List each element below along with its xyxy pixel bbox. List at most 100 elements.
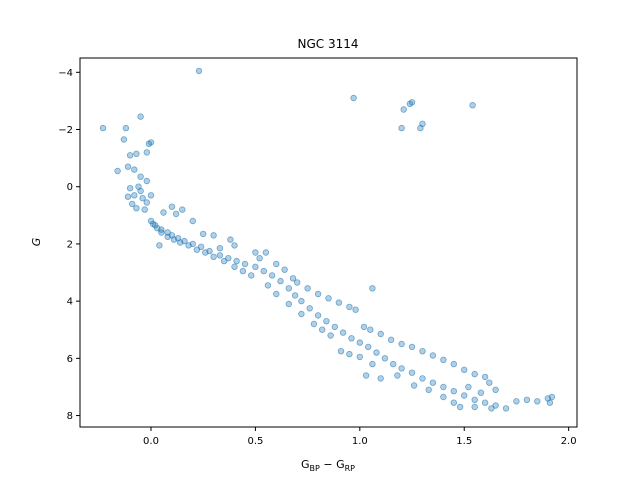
data-point bbox=[304, 285, 311, 292]
data-point bbox=[492, 386, 499, 393]
data-point bbox=[352, 306, 359, 313]
data-point bbox=[362, 372, 370, 379]
data-point bbox=[471, 403, 478, 411]
data-point bbox=[277, 277, 284, 285]
data-point bbox=[156, 242, 163, 249]
data-point bbox=[216, 244, 224, 252]
data-point bbox=[154, 224, 161, 232]
data-point bbox=[147, 139, 155, 146]
data-point bbox=[419, 375, 426, 382]
data-point bbox=[369, 360, 376, 368]
data-point bbox=[546, 399, 554, 406]
data-point bbox=[471, 396, 478, 403]
data-point bbox=[133, 150, 140, 157]
data-point bbox=[450, 388, 457, 395]
data-point bbox=[164, 233, 171, 240]
data-point bbox=[262, 249, 270, 256]
data-point bbox=[120, 136, 128, 143]
data-point bbox=[337, 348, 345, 355]
x-tick-label: 1.0 bbox=[352, 436, 368, 447]
data-point bbox=[233, 257, 240, 265]
data-point bbox=[131, 192, 138, 199]
data-point bbox=[179, 206, 186, 213]
data-point bbox=[471, 370, 478, 378]
data-point bbox=[319, 326, 326, 333]
x-axis: 0.0 0.5 1.0 1.5 2.0 bbox=[143, 427, 577, 447]
x-tick-label: 2.0 bbox=[561, 436, 577, 447]
data-point bbox=[227, 236, 234, 243]
data-point bbox=[137, 187, 144, 195]
data-point bbox=[143, 177, 150, 185]
data-point bbox=[170, 236, 178, 243]
y-axis: −4 −2 0 2 4 6 8 bbox=[58, 68, 80, 422]
data-point bbox=[122, 124, 130, 132]
data-point bbox=[137, 173, 144, 180]
data-point bbox=[256, 255, 263, 262]
x-tick-label: 1.5 bbox=[456, 436, 472, 447]
data-point bbox=[408, 369, 416, 376]
data-point bbox=[523, 396, 531, 403]
data-point bbox=[408, 99, 416, 106]
data-point bbox=[210, 253, 217, 260]
data-point bbox=[390, 360, 397, 368]
data-point bbox=[450, 360, 457, 368]
data-point bbox=[172, 210, 180, 218]
data-point bbox=[440, 356, 447, 363]
data-point bbox=[193, 246, 201, 253]
data-point bbox=[394, 372, 401, 379]
y-tick-label: 8 bbox=[67, 411, 73, 422]
data-point bbox=[168, 203, 176, 210]
data-point bbox=[440, 393, 447, 401]
data-point bbox=[137, 113, 144, 120]
data-point bbox=[400, 106, 407, 113]
data-point bbox=[306, 305, 313, 312]
x-tick-label: 0.5 bbox=[247, 436, 263, 447]
data-point bbox=[133, 204, 140, 212]
data-point bbox=[210, 232, 217, 239]
data-point bbox=[114, 167, 121, 175]
data-point bbox=[348, 335, 355, 342]
data-point bbox=[241, 260, 249, 268]
data-point bbox=[469, 101, 476, 109]
data-point bbox=[373, 349, 380, 356]
data-point bbox=[149, 220, 157, 228]
data-point bbox=[417, 124, 424, 132]
data-point bbox=[273, 260, 280, 268]
data-point bbox=[199, 230, 207, 238]
y-tick-label: −4 bbox=[58, 68, 73, 79]
data-point bbox=[377, 375, 384, 382]
data-point bbox=[356, 339, 363, 346]
data-point bbox=[124, 193, 132, 200]
x-tick-label: 0.0 bbox=[143, 436, 159, 447]
data-point bbox=[252, 263, 259, 270]
data-point bbox=[346, 303, 353, 311]
data-point bbox=[477, 389, 485, 396]
data-point bbox=[202, 249, 209, 256]
data-point bbox=[99, 124, 107, 132]
data-point bbox=[294, 279, 301, 286]
data-point bbox=[289, 275, 297, 282]
data-point bbox=[323, 318, 330, 325]
data-point bbox=[440, 383, 447, 391]
data-point bbox=[239, 267, 247, 275]
data-point bbox=[143, 199, 150, 206]
data-point bbox=[139, 194, 146, 202]
data-point bbox=[410, 382, 418, 389]
data-point bbox=[285, 285, 292, 292]
data-point bbox=[189, 217, 196, 225]
data-point bbox=[513, 398, 520, 405]
data-point bbox=[298, 297, 305, 305]
data-point bbox=[456, 403, 464, 411]
data-point bbox=[339, 329, 347, 336]
data-point bbox=[429, 379, 437, 386]
data-point bbox=[534, 398, 541, 405]
y-tick-label: −2 bbox=[58, 125, 73, 136]
data-point bbox=[365, 343, 372, 351]
data-point bbox=[220, 257, 228, 265]
x-axis-label: GBP − GRP bbox=[301, 458, 355, 473]
data-point bbox=[398, 365, 405, 372]
data-point bbox=[291, 292, 299, 299]
y-tick-label: 2 bbox=[67, 239, 73, 250]
data-point bbox=[310, 320, 318, 328]
